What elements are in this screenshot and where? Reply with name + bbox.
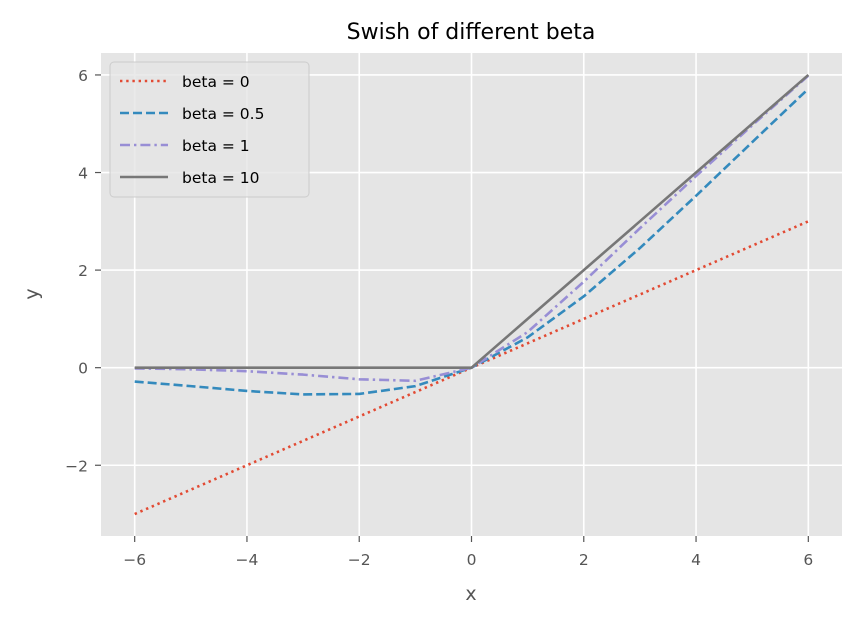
series-lines: [134, 73, 810, 516]
legend-label: beta = 0.5: [182, 105, 264, 123]
x-tick-label: −6: [123, 551, 146, 569]
y-tick-label: −2: [65, 457, 88, 475]
x-axis-label: x: [465, 583, 476, 605]
chart-title: Swish of different beta: [347, 20, 596, 45]
x-tick-label: 4: [691, 551, 701, 569]
legend: beta = 0 beta = 0.5 beta = 1 beta = 10: [109, 61, 310, 198]
y-tick-label: 6: [78, 67, 88, 85]
y-tick-label: 2: [78, 262, 88, 280]
legend-label: beta = 10: [182, 169, 260, 187]
legend-label: beta = 1: [182, 137, 250, 155]
series-line-beta-10: [134, 73, 810, 369]
axis-ticks: −6 −4 −2 0 2 4 6 −2 0 2 4 6: [65, 67, 813, 569]
y-tick-label: 4: [78, 165, 88, 183]
legend-label: beta = 0: [182, 73, 250, 91]
y-axis-label: y: [21, 288, 43, 299]
legend-box: [109, 61, 310, 198]
series-line-beta-1: [134, 74, 810, 383]
x-tick-label: 2: [579, 551, 589, 569]
y-tick-label: 0: [78, 360, 88, 378]
x-tick-label: −4: [236, 551, 259, 569]
x-tick-label: 0: [467, 551, 477, 569]
x-tick-label: −2: [348, 551, 371, 569]
x-tick-label: 6: [803, 551, 813, 569]
